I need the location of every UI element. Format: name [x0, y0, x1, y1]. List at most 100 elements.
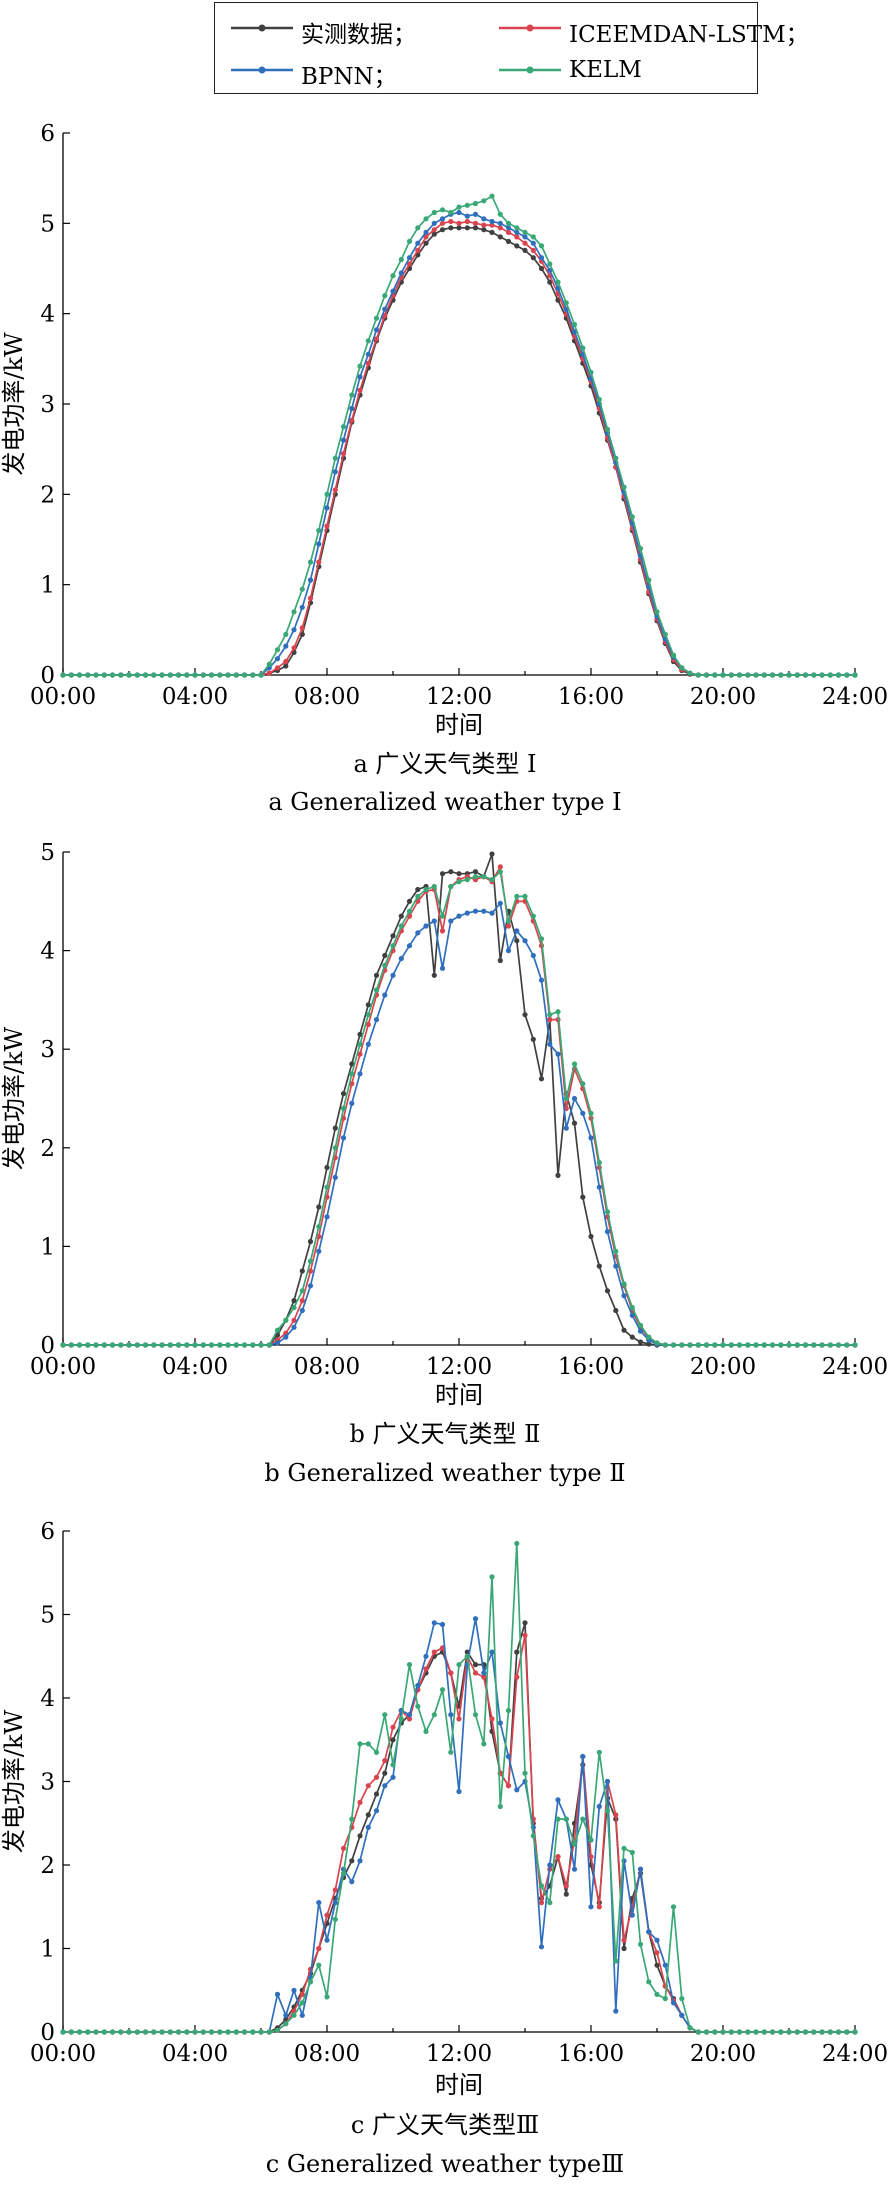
data-point [349, 1858, 355, 1864]
data-point [448, 883, 454, 890]
data-point [208, 672, 215, 678]
data-point [621, 1937, 627, 1943]
data-point [778, 672, 784, 678]
data-point [604, 1778, 611, 1785]
data-point [60, 1342, 66, 1348]
data-point [448, 225, 454, 231]
data-point [596, 1184, 602, 1190]
data-point [571, 1061, 578, 1067]
data-point [604, 1209, 611, 1215]
data-point [852, 672, 858, 678]
data-point [481, 874, 487, 880]
data-point [291, 1298, 297, 1304]
data-point [736, 1342, 743, 1348]
data-point [406, 255, 413, 261]
data-point [489, 193, 495, 199]
data-point [233, 1342, 239, 1348]
data-point [439, 928, 446, 934]
data-point [291, 1987, 297, 1993]
data-point [514, 225, 520, 231]
data-point [291, 609, 297, 615]
x-tick-label: 12:00 [426, 1354, 492, 1380]
data-point [811, 672, 817, 678]
data-point [200, 2029, 206, 2035]
data-point [332, 1174, 338, 1180]
data-point [126, 672, 132, 678]
data-point [283, 663, 289, 669]
data-point [439, 227, 446, 233]
data-point [472, 869, 479, 875]
data-point [274, 656, 281, 662]
data-point [332, 487, 338, 493]
data-point [456, 871, 462, 877]
data-point [126, 2029, 132, 2035]
data-point [497, 1803, 503, 1810]
data-point [654, 1991, 660, 1997]
data-point [844, 1342, 850, 1348]
data-point [316, 1900, 322, 1906]
x-tick-label: 16:00 [558, 2041, 624, 2067]
data-point [200, 1342, 206, 1348]
data-point [580, 1753, 586, 1760]
data-point [373, 327, 380, 333]
data-point [299, 1298, 305, 1304]
legend-label-bpnn: BPNN； [301, 64, 397, 90]
data-point [736, 2029, 743, 2035]
data-point [588, 1854, 594, 1860]
data-point [530, 240, 536, 246]
data-point [514, 243, 520, 249]
data-point [514, 893, 520, 900]
data-point [481, 222, 487, 228]
data-point [85, 1342, 91, 1348]
data-point [398, 270, 404, 276]
data-point [654, 1340, 660, 1346]
data-point [489, 877, 495, 883]
data-point [266, 670, 272, 676]
y-tick-label: 4 [40, 939, 55, 965]
data-point [629, 1849, 635, 1856]
data-point [316, 1204, 322, 1210]
data-point [431, 918, 437, 924]
y-tick-label: 2 [40, 482, 55, 508]
data-point [382, 1758, 388, 1764]
data-point [159, 1342, 165, 1348]
data-point [720, 2029, 726, 2035]
data-point [357, 1833, 363, 1839]
data-point [505, 1753, 512, 1760]
data-point [728, 2029, 734, 2035]
y-tick-label: 2 [40, 1136, 55, 1162]
series-line [63, 195, 855, 676]
data-point [406, 261, 413, 267]
data-point [637, 1941, 644, 1947]
x-tick-label: 12:00 [426, 2041, 492, 2067]
data-point [307, 1268, 314, 1274]
data-point [786, 2029, 792, 2035]
data-point [604, 426, 611, 432]
data-point [646, 1979, 652, 1985]
data-point [670, 2000, 677, 2006]
x-tick-label: 04:00 [162, 684, 228, 710]
data-point [307, 577, 314, 583]
data-point [505, 1783, 512, 1789]
data-point [406, 1662, 413, 1668]
data-point [604, 1288, 611, 1294]
data-point [357, 1799, 363, 1805]
data-point [621, 1281, 627, 1287]
y-tick-label: 4 [40, 1686, 55, 1712]
data-point [464, 202, 470, 208]
data-point [151, 2029, 157, 2035]
data-point [794, 672, 800, 678]
data-point [448, 918, 454, 924]
data-point [85, 672, 91, 678]
data-point [637, 1866, 644, 1872]
data-point [547, 1900, 553, 1906]
data-point [778, 2029, 784, 2035]
data-point [365, 351, 371, 357]
data-point [662, 1996, 668, 2002]
data-point [382, 952, 388, 959]
data-point [662, 1342, 668, 1348]
data-point [712, 1342, 718, 1348]
data-point [118, 1342, 124, 1348]
data-point [142, 1342, 149, 1348]
data-point [349, 1061, 355, 1067]
